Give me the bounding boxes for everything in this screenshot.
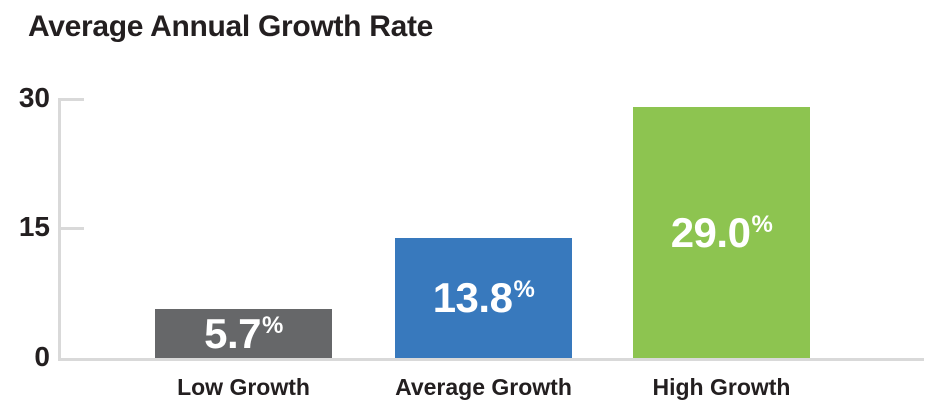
category-label-high-growth: High Growth	[652, 374, 791, 400]
bar-value-number: 5.7	[204, 309, 262, 357]
percent-sign: %	[513, 276, 535, 303]
bar-average-growth: 13.8%	[395, 238, 572, 358]
percent-sign: %	[262, 311, 283, 339]
chart-title: Average Annual Growth Rate	[28, 10, 434, 43]
y-tick-label-0: 0	[34, 341, 50, 372]
y-tick-label-15: 15	[18, 211, 50, 242]
bar-low-growth: 5.7%	[155, 309, 332, 358]
x-axis-line	[58, 358, 924, 361]
percent-sign: %	[751, 210, 773, 238]
bar-high-growth: 29.0%	[633, 107, 810, 358]
bar-value-number: 29.0	[670, 208, 751, 256]
y-tick-mark-30	[61, 98, 84, 101]
bar-value-low-growth: 5.7%	[204, 309, 283, 357]
y-axis-line	[58, 98, 61, 358]
category-label-average-growth: Average Growth	[395, 374, 572, 400]
category-label-low-growth: Low Growth	[177, 374, 310, 400]
y-tick-mark-15	[61, 227, 84, 230]
y-tick-label-30: 30	[18, 82, 50, 113]
bar-value-average-growth: 13.8%	[433, 277, 535, 319]
bar-value-number: 13.8	[432, 274, 513, 321]
plot-area: 5.7% 13.8% 29.0% Low Growth Average Grow…	[58, 98, 924, 400]
bar-value-high-growth: 29.0%	[670, 208, 773, 256]
